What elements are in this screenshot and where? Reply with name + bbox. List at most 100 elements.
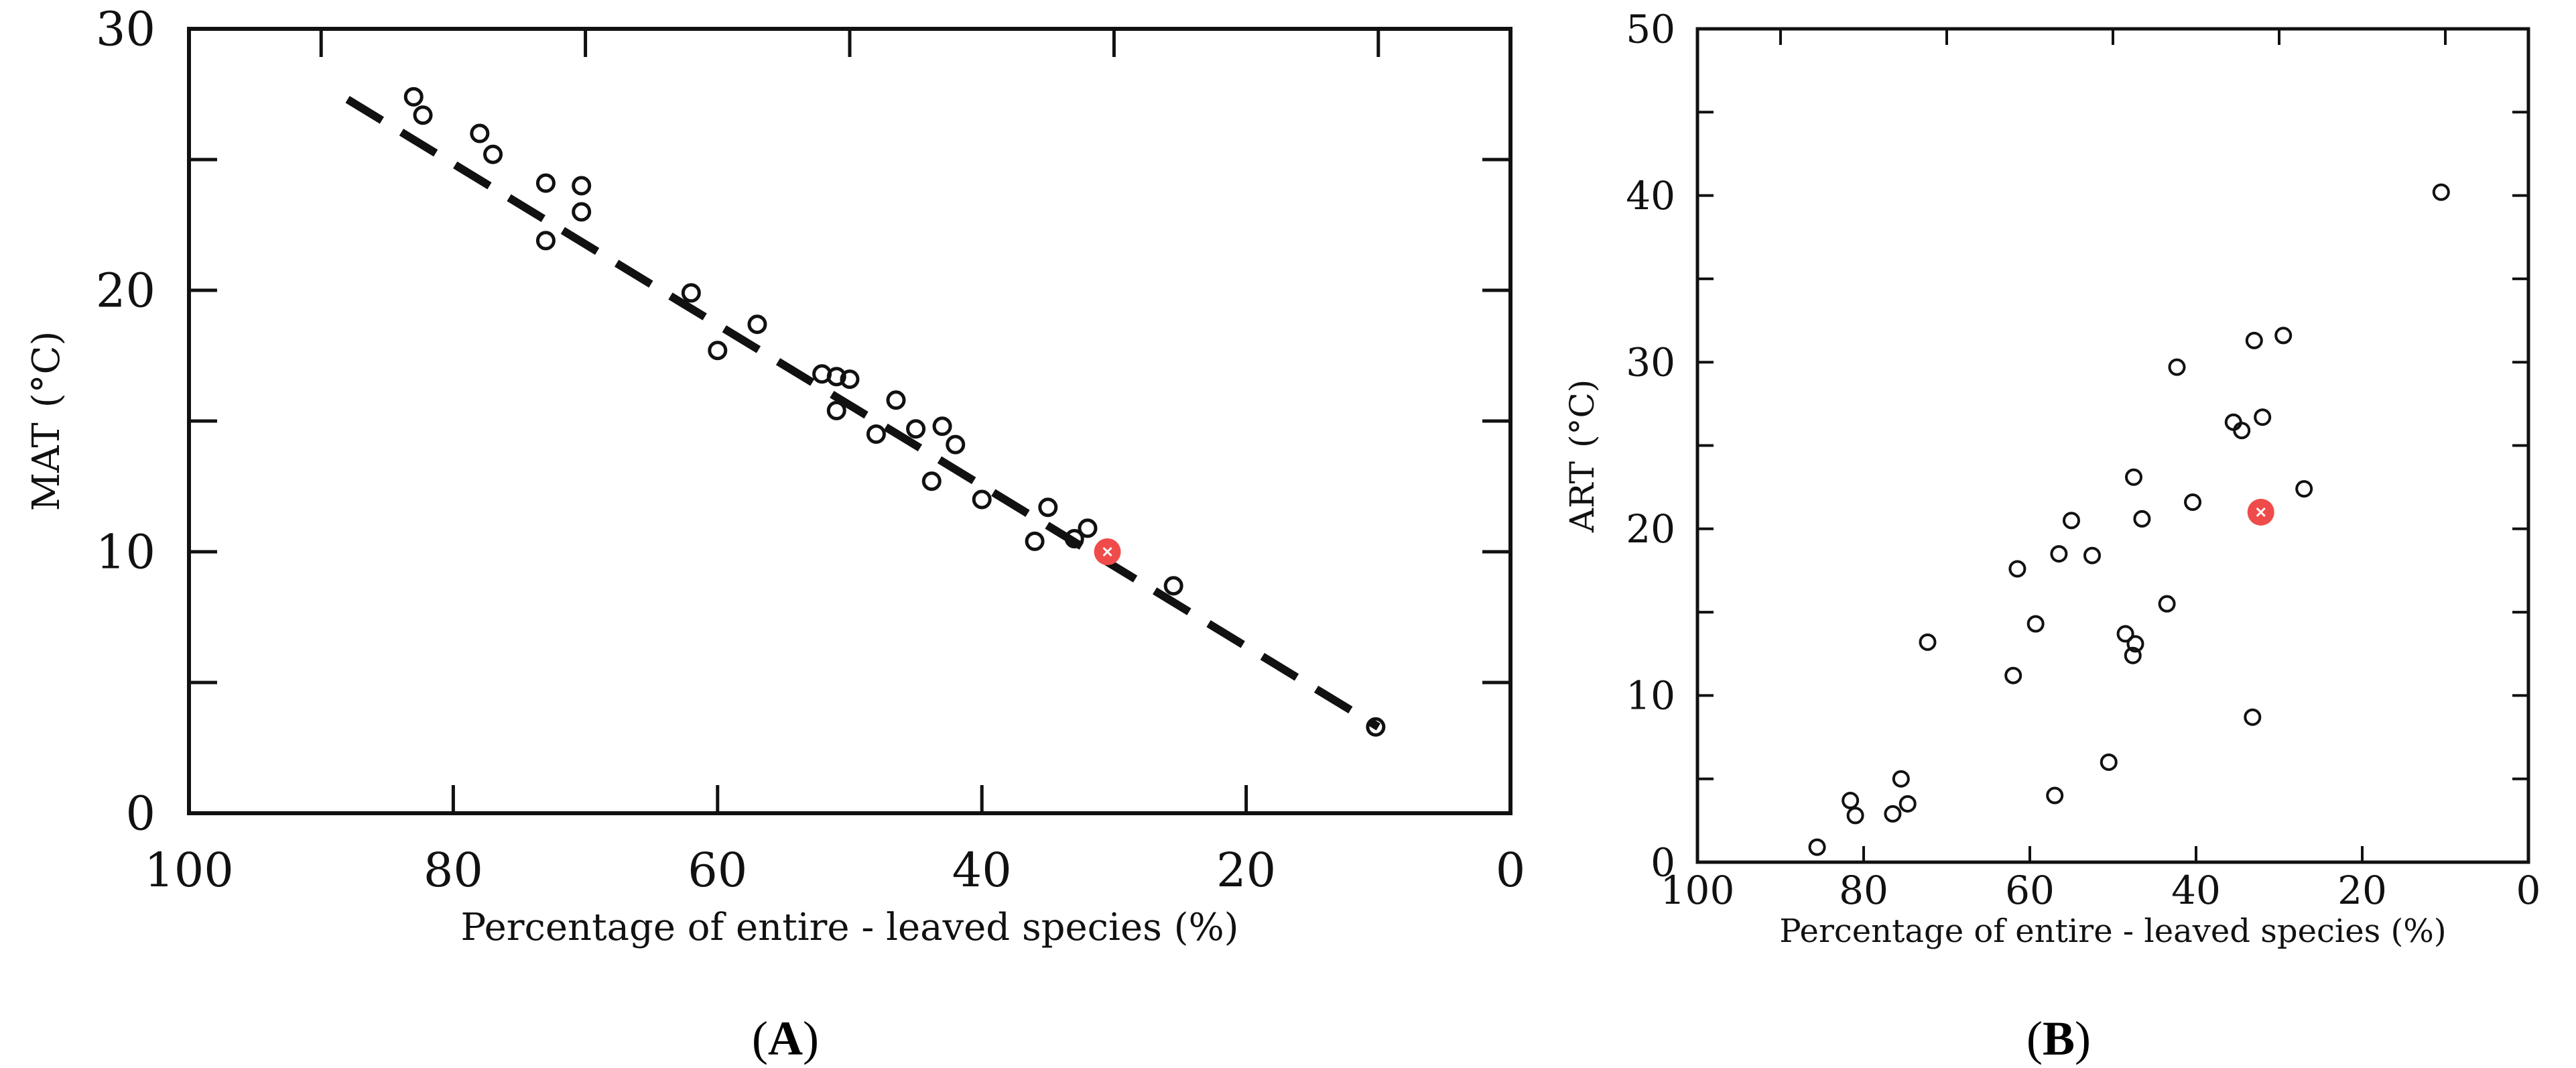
panel-a-data-point	[535, 173, 556, 193]
panel-b-data-point	[2026, 615, 2045, 633]
panel-a-data-point	[470, 123, 490, 143]
panel-b-data-point	[2245, 331, 2263, 349]
panel-b-highlight-cross	[2256, 507, 2266, 518]
panel-b-data-point	[1846, 807, 1864, 825]
panel-b-data-point	[1808, 838, 1826, 856]
panel-a-x-tick-label: 40	[952, 843, 1012, 898]
panel-a-points	[403, 86, 1386, 737]
panel-b-x-tick-label: 0	[2516, 868, 2541, 913]
panel-a-data-point	[826, 400, 846, 420]
panel-a-ticks	[187, 27, 1512, 815]
panel-a-data-point	[1038, 497, 1058, 518]
panel-a-data-point	[1366, 717, 1386, 737]
panel-b-highlight-point	[2247, 498, 2274, 526]
panel-a-data-point	[1064, 529, 1084, 548]
svg-text:MAT(°C): MAT (°C)	[25, 331, 68, 512]
panel-a-fit-line	[345, 96, 1380, 731]
panel-b-data-point	[2083, 546, 2101, 565]
panel-b-data-point	[2126, 635, 2144, 653]
panel-b-data-point	[2254, 408, 2272, 426]
panel-a-data-point	[747, 314, 767, 335]
panel-b-data-point	[2295, 480, 2313, 498]
panel-a-data-point	[681, 283, 701, 303]
panel-b-data-point	[2274, 327, 2293, 345]
panel-a-y-tick-label: 30	[96, 2, 155, 57]
panel-b-chart: 100 80 60 40 20 0 0 10 20 30 40 50 Percentage of en…	[1563, 6, 2540, 950]
panel-a-data-point	[1163, 576, 1183, 596]
panel-a-data-point	[572, 176, 592, 196]
panel-a-data-point	[932, 416, 952, 436]
panel-b-data-point	[1842, 792, 1860, 810]
panel-label-a: (A)	[752, 1012, 819, 1065]
panel-b-y-axis-title-main: ART	[1563, 461, 1602, 533]
panel-a-x-tick-label: 0	[1496, 843, 1526, 898]
panel-b-y-tick-label: 20	[1626, 506, 1675, 552]
panel-a-data-point	[886, 390, 906, 410]
panel-b-y-tick-label: 50	[1626, 6, 1675, 52]
panel-a-y-tick-label: 0	[125, 786, 155, 841]
panel-a-plot-frame	[187, 27, 1512, 815]
panel-b-plot-frame	[1695, 27, 2530, 864]
panel-b-data-point	[2184, 493, 2202, 512]
svg-text:ART(°C): ART (°C)	[1563, 379, 1602, 534]
panel-a-data-point	[483, 144, 503, 164]
panel-a-data-point	[708, 341, 728, 361]
panel-b-y-axis-title-unit: (°C)	[1563, 379, 1602, 448]
panel-b-y-tick-label: 10	[1626, 673, 1675, 719]
panel-a-data-point	[946, 434, 966, 455]
panel-a-chart: 100 80 60 40 20 0 0 10 20 30 Percentage of entire…	[25, 2, 1525, 950]
panel-a-data-point	[413, 105, 433, 125]
panel-a-tick-labels: 100 80 60 40 20 0 0 10 20 30	[96, 2, 1525, 898]
panel-b-data-point	[2224, 413, 2242, 431]
panel-a-highlight-cross	[1102, 546, 1112, 557]
panel-a-highlight-point	[1094, 538, 1121, 565]
panel-b-data-point	[2133, 510, 2151, 528]
panel-b-y-tick-label: 40	[1626, 173, 1675, 219]
panel-a-data-point	[535, 231, 556, 251]
panel-b-data-point	[2008, 560, 2026, 578]
panel-b-data-point	[2158, 595, 2176, 613]
panel-a-data-point	[866, 424, 886, 444]
panel-b-data-point	[2124, 646, 2142, 664]
panel-a-x-axis-title: Percentage of entire - leaved species (%…	[460, 906, 1238, 949]
panel-b-x-axis-title: Percentage of entire - leaved species (%…	[1779, 912, 2446, 950]
panel-a-x-tick-label: 20	[1216, 843, 1276, 898]
panel-b-data-point	[2244, 708, 2262, 726]
panel-b-tick-labels: 100 80 60 40 20 0 0 10 20 30 40 50	[1626, 6, 2540, 913]
panel-b-data-point	[2100, 753, 2118, 771]
panel-b-y-axis-title: ART (°C)	[1563, 379, 1602, 534]
panel-b-data-point	[2004, 666, 2022, 685]
panel-b-data-point	[2050, 545, 2068, 563]
panel-b-x-tick-label: 40	[2171, 868, 2221, 913]
panel-b-data-point	[2063, 512, 2080, 530]
panel-b-data-point	[1892, 770, 1910, 788]
panel-a-x-tick-label: 60	[688, 843, 747, 898]
panel-a-x-tick-label: 80	[424, 843, 483, 898]
panel-b-data-point	[2116, 625, 2134, 643]
panel-a-data-point	[972, 489, 992, 510]
panel-a-data-point	[840, 369, 860, 390]
panel-b-x-tick-label: 100	[1661, 868, 1735, 913]
panel-a-data-point	[1078, 518, 1098, 538]
panel-a-data-point	[1025, 531, 1045, 551]
panel-b-data-point	[2168, 358, 2186, 376]
panel-label-b: (B)	[2026, 1012, 2091, 1065]
panel-b-x-tick-label: 80	[1839, 868, 1888, 913]
panel-b-x-tick-label: 60	[2005, 868, 2055, 913]
panel-b-y-tick-label: 0	[1651, 839, 1675, 885]
panel-a-data-point	[921, 471, 942, 491]
panel-b-x-tick-label: 20	[2337, 868, 2387, 913]
panel-a-y-tick-label: 20	[96, 263, 155, 318]
panel-a-y-axis-title-unit: (°C)	[25, 331, 68, 408]
panel-b-data-point	[2046, 786, 2064, 805]
panel-a-x-tick-label: 100	[144, 843, 234, 898]
panel-a-data-point	[572, 202, 592, 222]
panel-b-data-point	[2125, 468, 2142, 486]
panel-b-data-point	[1898, 794, 1917, 813]
panel-b-ticks	[1696, 27, 2530, 864]
panel-b-data-point	[1919, 633, 1937, 651]
panel-b-data-point	[1884, 805, 1902, 823]
panel-a-data-point	[403, 86, 424, 107]
panel-b-data-point	[2432, 183, 2450, 201]
